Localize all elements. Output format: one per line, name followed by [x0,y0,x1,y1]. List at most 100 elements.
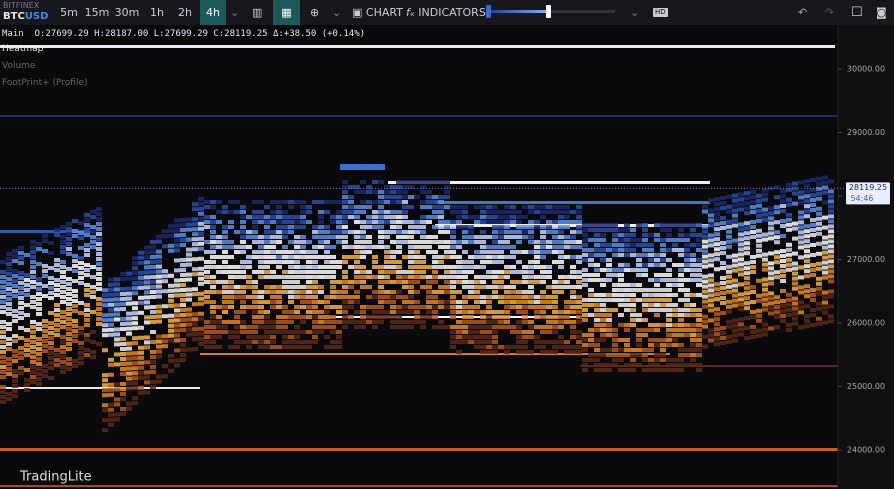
heat-cell [300,215,306,219]
heat-cell [102,333,108,338]
caret[interactable]: ⌄ [230,6,240,19]
timeframe[interactable]: 4h [200,0,226,25]
heat-cell [540,210,546,214]
heat-cell [714,217,720,222]
heat-cell [396,190,402,194]
heat-cell [468,325,474,329]
chart-button[interactable]: ▣ CHART [352,6,403,19]
heat-cell [648,348,654,352]
timeframe[interactable]: 30m [114,6,140,19]
timeframe[interactable]: 1h [150,6,164,19]
heat-cell [720,276,726,280]
heat-cell [156,344,162,349]
heat-cell [132,256,138,261]
heat-cell [126,371,132,376]
symbol[interactable]: BTCUSD [3,11,48,22]
layer-label[interactable]: FootPrint+ (Profile) [2,78,88,88]
heat-cell [474,345,480,349]
timeframe[interactable]: 2h [178,6,192,19]
heat-cell [324,320,330,324]
heat-cell [480,350,486,354]
heat-cell [126,341,132,346]
heat-cell [60,355,66,359]
heat-cell [462,305,468,309]
heat-cell [528,305,534,309]
heat-cell [714,332,720,337]
heat-cell [60,310,66,314]
heat-cell [828,314,834,319]
slider-handle[interactable] [546,5,551,18]
heat-cell [486,325,492,329]
heat-cell [570,265,576,269]
caret[interactable]: ⌄ [630,6,640,19]
heat-cell [450,290,456,294]
indicators-button[interactable]: fₓ INDICATORS [406,6,486,19]
heat-cell [546,320,552,324]
heat-cell [450,315,456,319]
heat-cell [810,208,816,212]
heat-cell [294,305,300,309]
heat-cell [444,250,450,254]
heat-cell [66,332,72,336]
heat-cell [432,315,438,319]
timeframe[interactable]: 5m [60,6,78,19]
heat-cell [30,340,36,344]
heat-cell [660,358,666,362]
heat-cell [546,230,552,234]
heat-cell [456,290,462,294]
heat-cell [150,290,156,294]
heat-cell [768,231,774,236]
heat-cell [660,338,666,342]
heat-cell [822,215,828,220]
heat-cell [264,320,270,324]
heat-cell [246,265,252,269]
heat-cell [504,240,510,244]
heat-cell [654,283,660,287]
redo[interactable]: ↷ [825,6,835,19]
slider-track[interactable] [486,5,615,18]
slider-handle[interactable] [486,5,491,18]
heat-cell [192,202,198,207]
heat-cell [780,209,786,213]
heat-cell [816,211,822,216]
heat-cell [738,257,744,262]
heat-cell [690,313,696,317]
screenshot[interactable]: ◙ [876,6,887,19]
heat-cell [312,235,318,239]
undo[interactable]: ↶ [798,6,808,19]
heat-cell [186,272,192,277]
heat-cell [576,285,582,289]
heat-cell [378,285,384,289]
heat-cell [150,250,156,254]
heat-cell [264,265,270,269]
layout[interactable]: ☐ [851,5,863,20]
heat-cell [468,215,474,219]
timeframe[interactable]: 15m [84,6,110,19]
heat-cell [294,315,300,319]
heat-cell [414,255,420,259]
heatmap-icon[interactable]: ▦ [273,0,300,25]
heat-cell [198,276,204,281]
watermark: TradingLite [19,470,92,485]
layer-label[interactable]: Volume [2,61,36,71]
heat-cell [714,202,720,207]
bar-icon[interactable]: ▥ [252,6,263,19]
heat-cell [462,205,468,209]
heat-cell [600,318,606,322]
heat-cell [564,280,570,284]
heat-cell [300,345,306,349]
heat-cell [492,335,498,339]
heat-cell [192,267,198,272]
heat-cell [294,275,300,279]
draw-icon[interactable]: ⊕ [310,6,320,19]
layer-label[interactable]: Heatmap [2,44,44,54]
heat-cell [138,325,144,330]
hd-toggle[interactable]: HD [653,8,668,17]
heat-cell [660,348,666,352]
heat-cell [708,208,714,213]
caret[interactable]: ⌄ [332,6,342,19]
heat-cell [666,278,672,282]
heat-cell [66,282,72,286]
heat-cell [474,240,480,244]
heat-cell [726,239,732,244]
